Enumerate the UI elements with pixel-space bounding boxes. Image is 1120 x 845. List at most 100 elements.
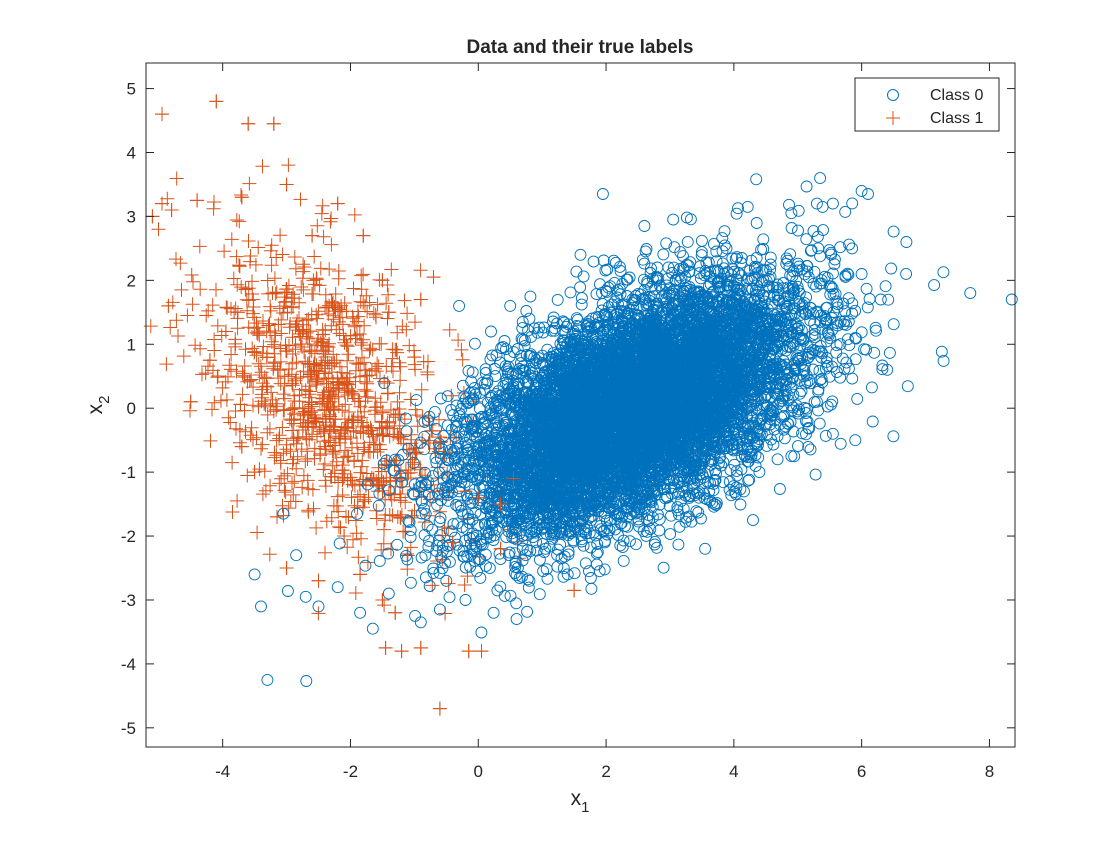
class-1-point — [282, 362, 296, 376]
class-1-point — [391, 430, 406, 445]
class-1-point — [195, 367, 209, 382]
class-1-point — [317, 402, 332, 417]
class-0-point — [585, 582, 598, 595]
class-1-point — [240, 303, 255, 318]
class-1-point — [245, 306, 260, 321]
class-1-point — [297, 344, 312, 359]
class-1-point — [347, 207, 362, 222]
class-1-point — [390, 325, 405, 340]
class-1-point — [241, 281, 256, 296]
class-1-point — [310, 429, 324, 444]
class-1-point — [390, 394, 405, 409]
class-1-point — [247, 321, 262, 336]
class-1-point — [335, 488, 350, 502]
class-1-point — [276, 403, 291, 418]
class-1-point — [232, 214, 247, 229]
class-1-point — [322, 423, 337, 438]
class-1-point — [238, 342, 253, 357]
class-1-point — [325, 458, 340, 473]
class-1-point — [346, 532, 360, 547]
class-1-point — [347, 498, 362, 513]
class-1-point — [302, 379, 317, 394]
class-1-point — [176, 349, 191, 364]
class-1-point — [232, 435, 247, 450]
class-1-point — [346, 281, 361, 296]
class-1-point — [340, 540, 355, 555]
class-1-point — [171, 329, 185, 343]
class-1-point — [325, 444, 340, 458]
class-1-point — [451, 333, 466, 348]
class-1-point — [316, 332, 331, 347]
class-1-point — [296, 282, 311, 297]
class-0-point — [826, 282, 839, 295]
class-0-point — [450, 538, 463, 551]
class-1-point — [363, 341, 378, 356]
class-1-point — [353, 294, 368, 309]
class-1-point — [331, 504, 346, 519]
class-1-point — [298, 420, 313, 435]
class-1-point — [383, 403, 398, 417]
class-1-point — [264, 238, 279, 253]
class-1-point — [350, 489, 365, 504]
class-0-point — [443, 591, 456, 604]
class-1-point — [260, 379, 275, 394]
class-1-point — [267, 271, 282, 286]
class-1-point — [318, 353, 333, 368]
class-1-point — [300, 369, 315, 384]
class-1-point — [273, 456, 288, 471]
class-1-point — [356, 332, 371, 347]
class-1-point — [250, 326, 265, 341]
class-1-point — [333, 426, 348, 441]
class-1-point — [274, 471, 289, 486]
class-1-point — [229, 249, 244, 264]
class-1-point — [262, 547, 277, 562]
class-1-point — [343, 470, 358, 485]
class-1-point — [230, 321, 245, 336]
class-1-point — [228, 332, 243, 347]
class-1-point — [455, 352, 470, 367]
class-0-point — [407, 457, 420, 469]
class-1-point — [228, 404, 243, 418]
class-1-point — [169, 313, 184, 328]
class-1-point — [229, 421, 243, 436]
class-1-point — [319, 514, 334, 529]
class-1-point — [279, 343, 293, 358]
class-1-point — [305, 403, 320, 418]
class-1-point — [232, 422, 247, 437]
class-1-point — [311, 606, 326, 621]
class-1-point — [357, 494, 372, 509]
class-0-point — [487, 606, 500, 619]
class-1-point — [227, 305, 242, 319]
class-1-point — [335, 403, 350, 418]
class-1-point — [321, 433, 336, 448]
class-1-point — [331, 519, 346, 534]
class-1-point — [349, 513, 363, 528]
class-1-point — [379, 296, 394, 311]
class-1-point — [244, 420, 259, 435]
class-1-point — [385, 508, 400, 523]
class-1-point — [243, 428, 258, 443]
class-1-point — [306, 273, 321, 288]
class-1-point — [248, 257, 263, 272]
class-1-point — [408, 447, 423, 461]
class-1-point — [259, 379, 274, 394]
class-1-point — [294, 280, 309, 294]
class-1-point — [368, 407, 382, 422]
class-1-point — [314, 206, 329, 221]
class-1-point — [286, 416, 301, 431]
class-1-point — [362, 343, 377, 358]
class-1-point — [261, 318, 276, 333]
class-1-point — [225, 455, 240, 470]
class-1-point — [263, 303, 278, 318]
class-1-point — [245, 274, 259, 289]
class-1-point — [273, 341, 288, 356]
class-1-point — [350, 304, 365, 319]
class-1-point — [290, 314, 305, 329]
class-1-point — [221, 369, 235, 384]
class-1-point — [376, 536, 391, 551]
class-1-point — [303, 384, 318, 399]
class-1-point — [299, 325, 314, 340]
class-1-point — [255, 487, 270, 502]
class-1-point — [331, 271, 346, 286]
